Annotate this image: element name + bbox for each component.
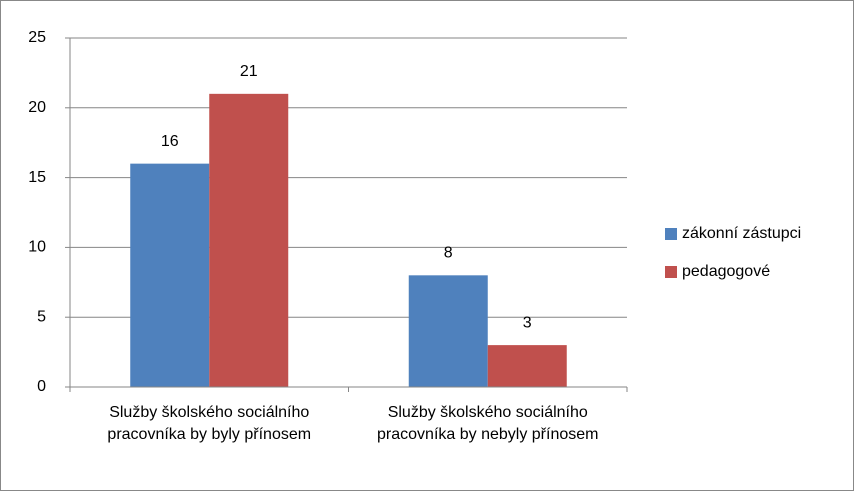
legend-swatch [665, 266, 677, 278]
bar [130, 163, 210, 387]
legend-label: zákonní zástupci [682, 225, 801, 242]
data-label: 16 [161, 133, 179, 150]
legend-label: pedagogové [682, 263, 770, 280]
y-tick-label: 5 [37, 308, 46, 325]
data-label: 8 [444, 245, 453, 262]
y-tick-label: 10 [28, 239, 46, 256]
bar [487, 345, 567, 387]
data-label: 21 [240, 63, 258, 80]
data-label: 3 [523, 314, 532, 331]
y-tick-label: 25 [28, 29, 46, 46]
y-tick-label: 0 [37, 378, 46, 395]
bar [408, 275, 488, 387]
legend-swatch [665, 228, 677, 240]
x-tick-label: Služby školského sociálního pracovníka b… [107, 404, 312, 443]
y-tick-label: 15 [28, 169, 46, 186]
bar [209, 93, 289, 387]
x-tick-label: Služby školského sociálního pracovníka b… [377, 404, 599, 443]
y-tick-label: 20 [28, 99, 46, 116]
